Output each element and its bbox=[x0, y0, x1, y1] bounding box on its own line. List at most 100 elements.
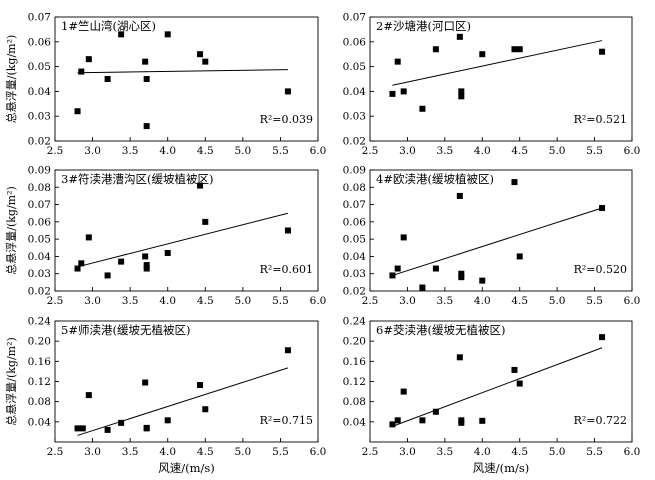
data-point bbox=[516, 253, 523, 260]
x-tick-label: 4.5 bbox=[197, 145, 214, 157]
data-point bbox=[419, 417, 426, 424]
panel-title: 2#沙塘港(河口区) bbox=[376, 19, 471, 33]
x-tick-label: 3.5 bbox=[122, 145, 139, 157]
data-point bbox=[394, 265, 401, 272]
y-tick-label: 0.06 bbox=[28, 36, 52, 48]
data-point bbox=[389, 90, 396, 97]
x-tick-label: 2.5 bbox=[362, 446, 379, 458]
y-tick-label: 0.07 bbox=[343, 199, 366, 211]
data-point bbox=[85, 234, 92, 241]
x-axis-label: 风速/(m/s) bbox=[158, 461, 215, 475]
data-point bbox=[458, 93, 465, 100]
y-tick-label: 0.02 bbox=[28, 286, 51, 298]
y-tick-label: 0.04 bbox=[343, 251, 367, 263]
data-point bbox=[400, 88, 407, 95]
x-tick-label: 6.0 bbox=[310, 145, 327, 157]
data-point bbox=[419, 105, 426, 112]
trend-line bbox=[77, 212, 289, 268]
y-tick-label: 0.02 bbox=[343, 136, 366, 148]
y-tick-label: 0.16 bbox=[343, 356, 367, 368]
data-point bbox=[511, 366, 518, 373]
y-tick-label: 0.08 bbox=[343, 396, 366, 408]
data-point bbox=[164, 249, 171, 256]
data-point bbox=[516, 46, 523, 53]
x-tick-label: 3.0 bbox=[84, 145, 101, 157]
x-tick-label: 4.5 bbox=[197, 446, 214, 458]
panel-title: 6#茭渎港(缓坡无植被区) bbox=[376, 323, 505, 337]
y-tick-label: 0.05 bbox=[343, 61, 366, 73]
y-tick-label: 0.24 bbox=[343, 316, 367, 328]
x-tick-label: 4.0 bbox=[474, 295, 491, 307]
x-tick-label: 5.0 bbox=[549, 295, 566, 307]
x-tick-label: 5.0 bbox=[549, 446, 566, 458]
x-tick-label: 4.0 bbox=[159, 295, 176, 307]
r-squared-label: R²=0.601 bbox=[260, 263, 313, 276]
y-tick-label: 0.08 bbox=[28, 396, 51, 408]
r-squared-label: R²=0.520 bbox=[574, 263, 627, 276]
x-tick-label: 4.0 bbox=[474, 446, 491, 458]
y-tick-label: 0.07 bbox=[28, 12, 51, 24]
x-tick-label: 3.0 bbox=[399, 145, 416, 157]
y-tick-label: 0.02 bbox=[28, 136, 51, 148]
panel-1: 2.5 3.0 3.5 4.0 4.5 5.0 5.5 6.0 0.02 0.03 0.04 0.05… bbox=[4, 12, 326, 158]
data-point bbox=[419, 284, 426, 291]
data-point bbox=[479, 277, 486, 284]
data-point bbox=[118, 258, 125, 265]
data-point bbox=[458, 274, 465, 281]
x-tick-label: 6.0 bbox=[624, 446, 641, 458]
data-point bbox=[284, 227, 291, 234]
panel-title: 1#竺山湾(湖心区) bbox=[61, 19, 156, 33]
y-axis-label: 总悬浮量/(kg/m²) bbox=[4, 186, 18, 275]
y-tick-label: 0.03 bbox=[343, 111, 366, 123]
x-tick-label: 4.0 bbox=[474, 145, 491, 157]
y-axis-label: 总悬浮量/(kg/m²) bbox=[4, 337, 18, 426]
x-axis-label: 风速/(m/s) bbox=[473, 461, 530, 475]
data-point bbox=[164, 417, 171, 424]
x-tick-label: 5.5 bbox=[586, 446, 603, 458]
data-point bbox=[284, 347, 291, 354]
data-point bbox=[79, 425, 86, 432]
y-tick-label: 0.03 bbox=[28, 111, 51, 123]
x-tick-label: 3.5 bbox=[122, 295, 139, 307]
data-point bbox=[456, 354, 463, 361]
y-tick-label: 0.24 bbox=[28, 316, 52, 328]
y-tick-label: 0.09 bbox=[28, 165, 51, 177]
data-point bbox=[78, 68, 85, 75]
data-point bbox=[143, 262, 150, 269]
panel-3: 2.5 3.0 3.5 4.0 4.5 5.0 5.5 6.0 0.02 0.03 0.04 0.05… bbox=[4, 165, 326, 308]
data-point bbox=[458, 419, 465, 426]
trend-line bbox=[392, 207, 603, 276]
data-point bbox=[202, 58, 209, 65]
y-tick-label: 0.20 bbox=[28, 336, 51, 348]
y-tick-label: 0.03 bbox=[28, 268, 51, 280]
x-tick-label: 3.0 bbox=[399, 295, 416, 307]
data-point bbox=[197, 51, 204, 58]
x-tick-label: 5.5 bbox=[272, 446, 289, 458]
x-tick-label: 4.0 bbox=[159, 446, 176, 458]
x-tick-label: 6.0 bbox=[624, 295, 641, 307]
data-point bbox=[142, 253, 149, 260]
y-tick-label: 0.03 bbox=[343, 268, 366, 280]
y-tick-label: 0.04 bbox=[343, 416, 367, 428]
data-point bbox=[400, 234, 407, 241]
data-point bbox=[389, 421, 396, 428]
panel-title: 3#符渎港漕沟区(缓坡植被区) bbox=[61, 172, 213, 186]
data-point bbox=[599, 48, 606, 55]
x-tick-label: 4.5 bbox=[511, 446, 528, 458]
trend-line bbox=[392, 40, 603, 86]
data-point bbox=[104, 272, 111, 279]
r-squared-label: R²=0.715 bbox=[260, 414, 313, 427]
x-tick-label: 5.0 bbox=[549, 145, 566, 157]
x-tick-label: 6.0 bbox=[624, 145, 641, 157]
y-tick-label: 0.04 bbox=[343, 86, 367, 98]
data-point bbox=[458, 88, 465, 95]
data-point bbox=[394, 58, 401, 65]
y-tick-label: 0.06 bbox=[343, 216, 367, 228]
trend-line bbox=[77, 367, 289, 436]
panel-2: 2.5 3.0 3.5 4.0 4.5 5.0 5.5 6.0 0.02 0.03 0.04 0.05… bbox=[343, 12, 641, 158]
x-tick-label: 5.0 bbox=[235, 145, 252, 157]
y-tick-label: 0.08 bbox=[28, 182, 51, 194]
data-point bbox=[197, 382, 204, 389]
data-point bbox=[142, 58, 149, 65]
